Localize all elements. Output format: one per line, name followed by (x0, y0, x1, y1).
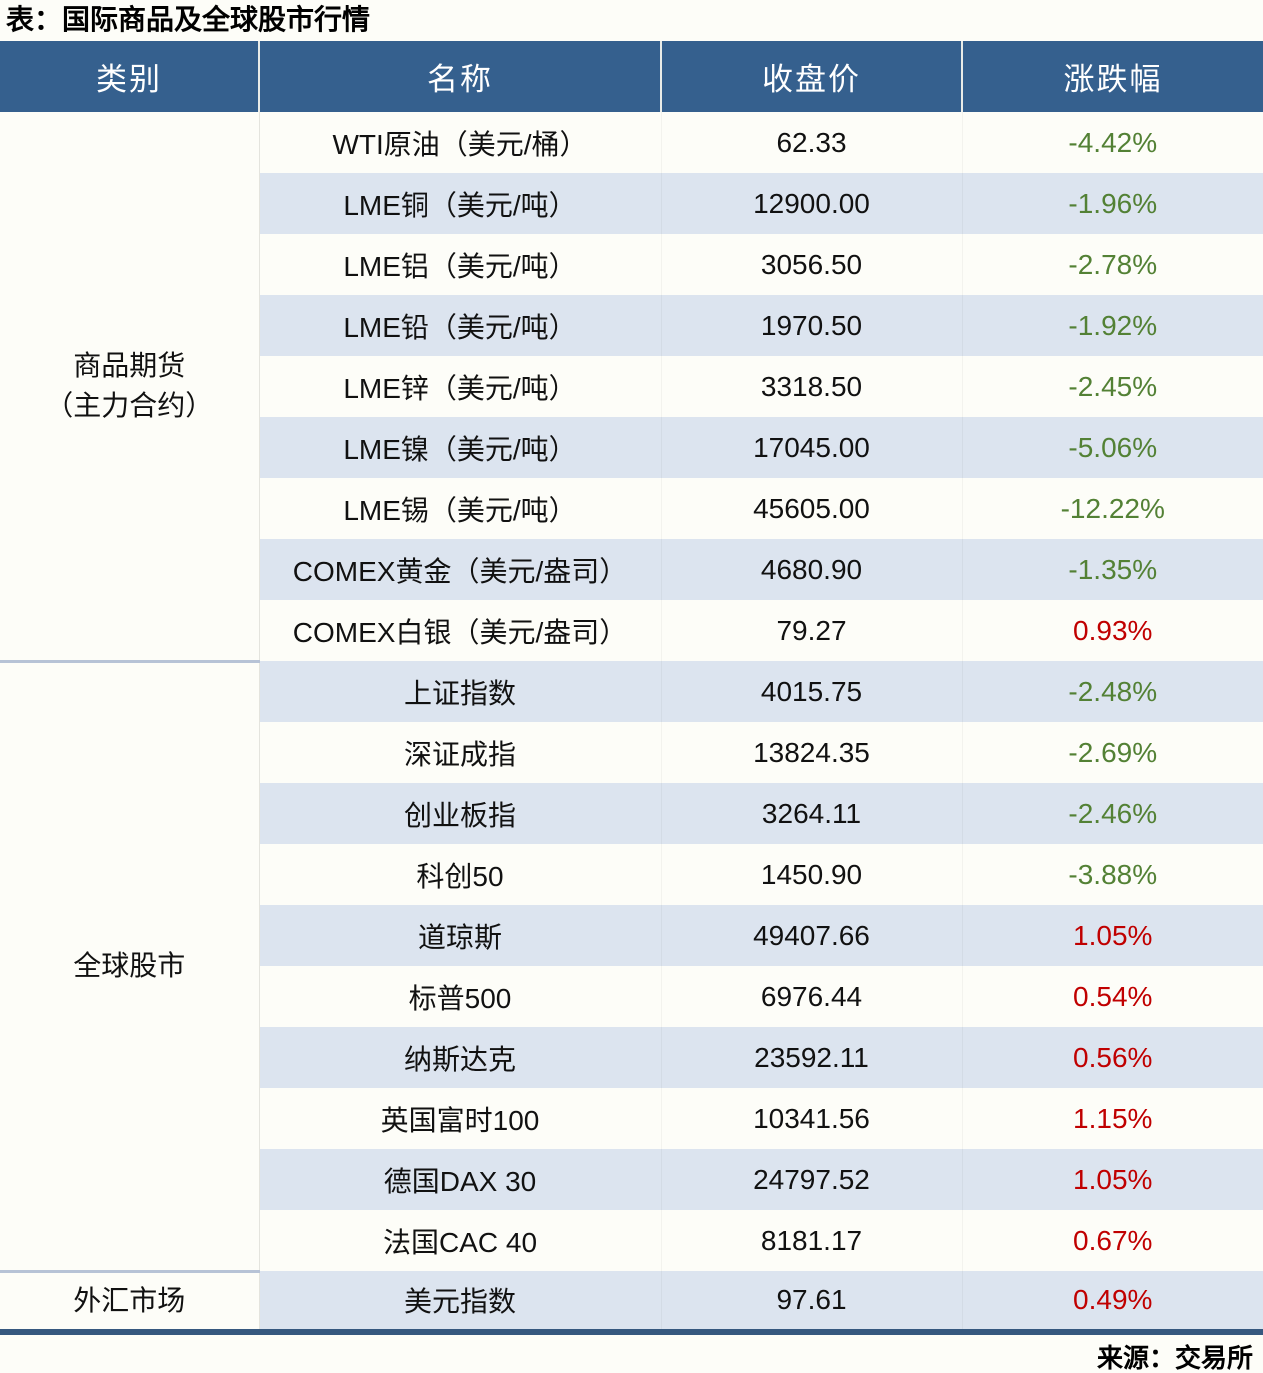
close-price-cell: 4680.90 (661, 539, 963, 600)
table-row: 深证成指 13824.35 -2.69% (0, 722, 1263, 783)
change-percent-cell: 0.49% (962, 1271, 1263, 1332)
category-cell: 外汇市场 (0, 1269, 260, 1332)
name-cell: 纳斯达克 (259, 1027, 662, 1088)
table-row: 法国CAC 40 8181.17 0.67% (0, 1210, 1263, 1271)
close-price-cell: 13824.35 (661, 722, 963, 783)
close-price-cell: 17045.00 (661, 417, 963, 478)
header-cell-change: 涨跌幅 (962, 41, 1263, 112)
change-percent-cell: -5.06% (962, 417, 1263, 478)
source-note: 来源：交易所 (1096, 1343, 1253, 1373)
change-percent-cell: 0.67% (1073, 1224, 1153, 1256)
name-cell: WTI原油（美元/桶） (259, 112, 662, 173)
change-percent-cell: -2.78% (1068, 248, 1158, 280)
close-price-cell: 79.27 (661, 600, 963, 661)
table-row: LME铜（美元/吨） 12900.00 -1.96% (0, 173, 1263, 234)
name-cell: LME镍（美元/吨） (259, 417, 662, 478)
close-price-cell: 45605.00 (661, 478, 963, 539)
table-row: 商品期货 （主力合约） WTI原油（美元/桶） 62.33 -4.42% (0, 112, 1263, 661)
table-row: 道琼斯 49407.66 1.05% (0, 905, 1263, 966)
name-cell: 标普500 (259, 966, 662, 1027)
close-price-cell: 3318.50 (661, 356, 963, 417)
close-price-cell: 23592.11 (661, 1027, 963, 1088)
name-cell: 法国CAC 40 (259, 1210, 662, 1271)
change-percent-cell: 0.56% (962, 1027, 1263, 1088)
table-row: 科创50 1450.90 -3.88% (0, 844, 1263, 905)
name-cell: COMEX白银（美元/盎司） (259, 600, 662, 661)
close-price-cell: 4015.75 (661, 661, 963, 722)
change-percent-cell: -12.22% (1060, 492, 1165, 524)
table-row: COMEX黄金（美元/盎司） 4680.90 -1.35% (0, 539, 1263, 600)
name-cell: 美元指数 (259, 1271, 662, 1332)
close-price-cell: 1450.90 (661, 844, 963, 905)
table-row: LME铝（美元/吨） 3056.50 -2.78% (0, 234, 1263, 295)
name-cell: LME铜（美元/吨） (259, 173, 662, 234)
page-title: 表：国际商品及全球股市行情 (6, 4, 371, 35)
table-row: LME镍（美元/吨） 17045.00 -5.06% (0, 417, 1263, 478)
table-row: 英国富时100 10341.56 1.15% (0, 1088, 1263, 1149)
name-cell: 科创50 (259, 844, 662, 905)
change-percent-cell: -1.96% (962, 173, 1263, 234)
change-percent-cell: -4.42% (1068, 126, 1158, 158)
change-percent-cell: 0.54% (1073, 980, 1153, 1012)
table-row: LME铅（美元/吨） 1970.50 -1.92% (0, 295, 1263, 356)
change-percent-cell: 1.05% (962, 1149, 1263, 1210)
close-price-cell: 49407.66 (661, 905, 963, 966)
name-cell: 道琼斯 (259, 905, 662, 966)
change-percent-cell: -3.88% (1068, 858, 1158, 890)
change-percent-cell: -1.92% (962, 295, 1263, 356)
close-price-cell: 97.61 (661, 1271, 963, 1332)
name-cell: LME锌（美元/吨） (259, 356, 662, 417)
name-cell: LME铅（美元/吨） (259, 295, 662, 356)
close-price-cell: 8181.17 (661, 1210, 963, 1271)
change-percent-cell: -2.45% (1068, 370, 1158, 402)
table-row: 创业板指 3264.11 -2.46% (0, 783, 1263, 844)
name-cell: 深证成指 (259, 722, 662, 783)
name-cell: 上证指数 (259, 661, 662, 722)
header-cell-category: 类别 (0, 41, 260, 112)
market-table: 类别 名称 收盘价 涨跌幅 商品期货 （主力合约） WTI原油（美元/桶） 62.33… (0, 41, 1263, 1335)
header-cell-close: 收盘价 (661, 41, 963, 112)
close-price-cell: 1970.50 (661, 295, 963, 356)
close-price-cell: 3264.11 (661, 783, 963, 844)
table-row: 全球股市 上证指数 4015.75 -2.48% (0, 659, 1263, 1271)
name-cell: LME铝（美元/吨） (259, 234, 662, 295)
close-price-cell: 6976.44 (661, 966, 963, 1027)
name-cell: LME锡（美元/吨） (259, 478, 662, 539)
name-cell: COMEX黄金（美元/盎司） (259, 539, 662, 600)
name-cell: 英国富时100 (259, 1088, 662, 1149)
name-cell: 德国DAX 30 (259, 1149, 662, 1210)
category-cell: 全球股市 (0, 659, 260, 1271)
close-price-cell: 12900.00 (661, 173, 963, 234)
table-row: 纳斯达克 23592.11 0.56% (0, 1027, 1263, 1088)
name-cell: 创业板指 (259, 783, 662, 844)
table-row: LME锡（美元/吨） 45605.00 -12.22% (0, 478, 1263, 539)
change-percent-cell: 0.93% (1073, 614, 1153, 646)
table-row: LME锌（美元/吨） 3318.50 -2.45% (0, 356, 1263, 417)
close-price-cell: 62.33 (661, 112, 963, 173)
table-row: 德国DAX 30 24797.52 1.05% (0, 1149, 1263, 1210)
table-row: 标普500 6976.44 0.54% (0, 966, 1263, 1027)
change-percent-cell: -2.46% (962, 783, 1263, 844)
table-body: 商品期货 （主力合约） WTI原油（美元/桶） 62.33 -4.42% LME铜（美元/… (0, 112, 1263, 1332)
change-percent-cell: -1.35% (962, 539, 1263, 600)
close-price-cell: 10341.56 (661, 1088, 963, 1149)
table-row: COMEX白银（美元/盎司） 79.27 0.93% (0, 600, 1263, 661)
header-cell-name: 名称 (259, 41, 662, 112)
close-price-cell: 3056.50 (661, 234, 963, 295)
change-percent-cell: -2.69% (1068, 736, 1158, 768)
close-price-cell: 24797.52 (661, 1149, 963, 1210)
change-percent-cell: 1.05% (962, 905, 1263, 966)
change-percent-cell: 1.15% (1073, 1102, 1153, 1134)
table-row: 外汇市场 美元指数 97.61 0.49% (0, 1269, 1263, 1332)
change-percent-cell: -2.48% (962, 661, 1263, 722)
table-header: 类别 名称 收盘价 涨跌幅 (0, 41, 1263, 112)
category-cell: 商品期货 （主力合约） (0, 112, 260, 661)
